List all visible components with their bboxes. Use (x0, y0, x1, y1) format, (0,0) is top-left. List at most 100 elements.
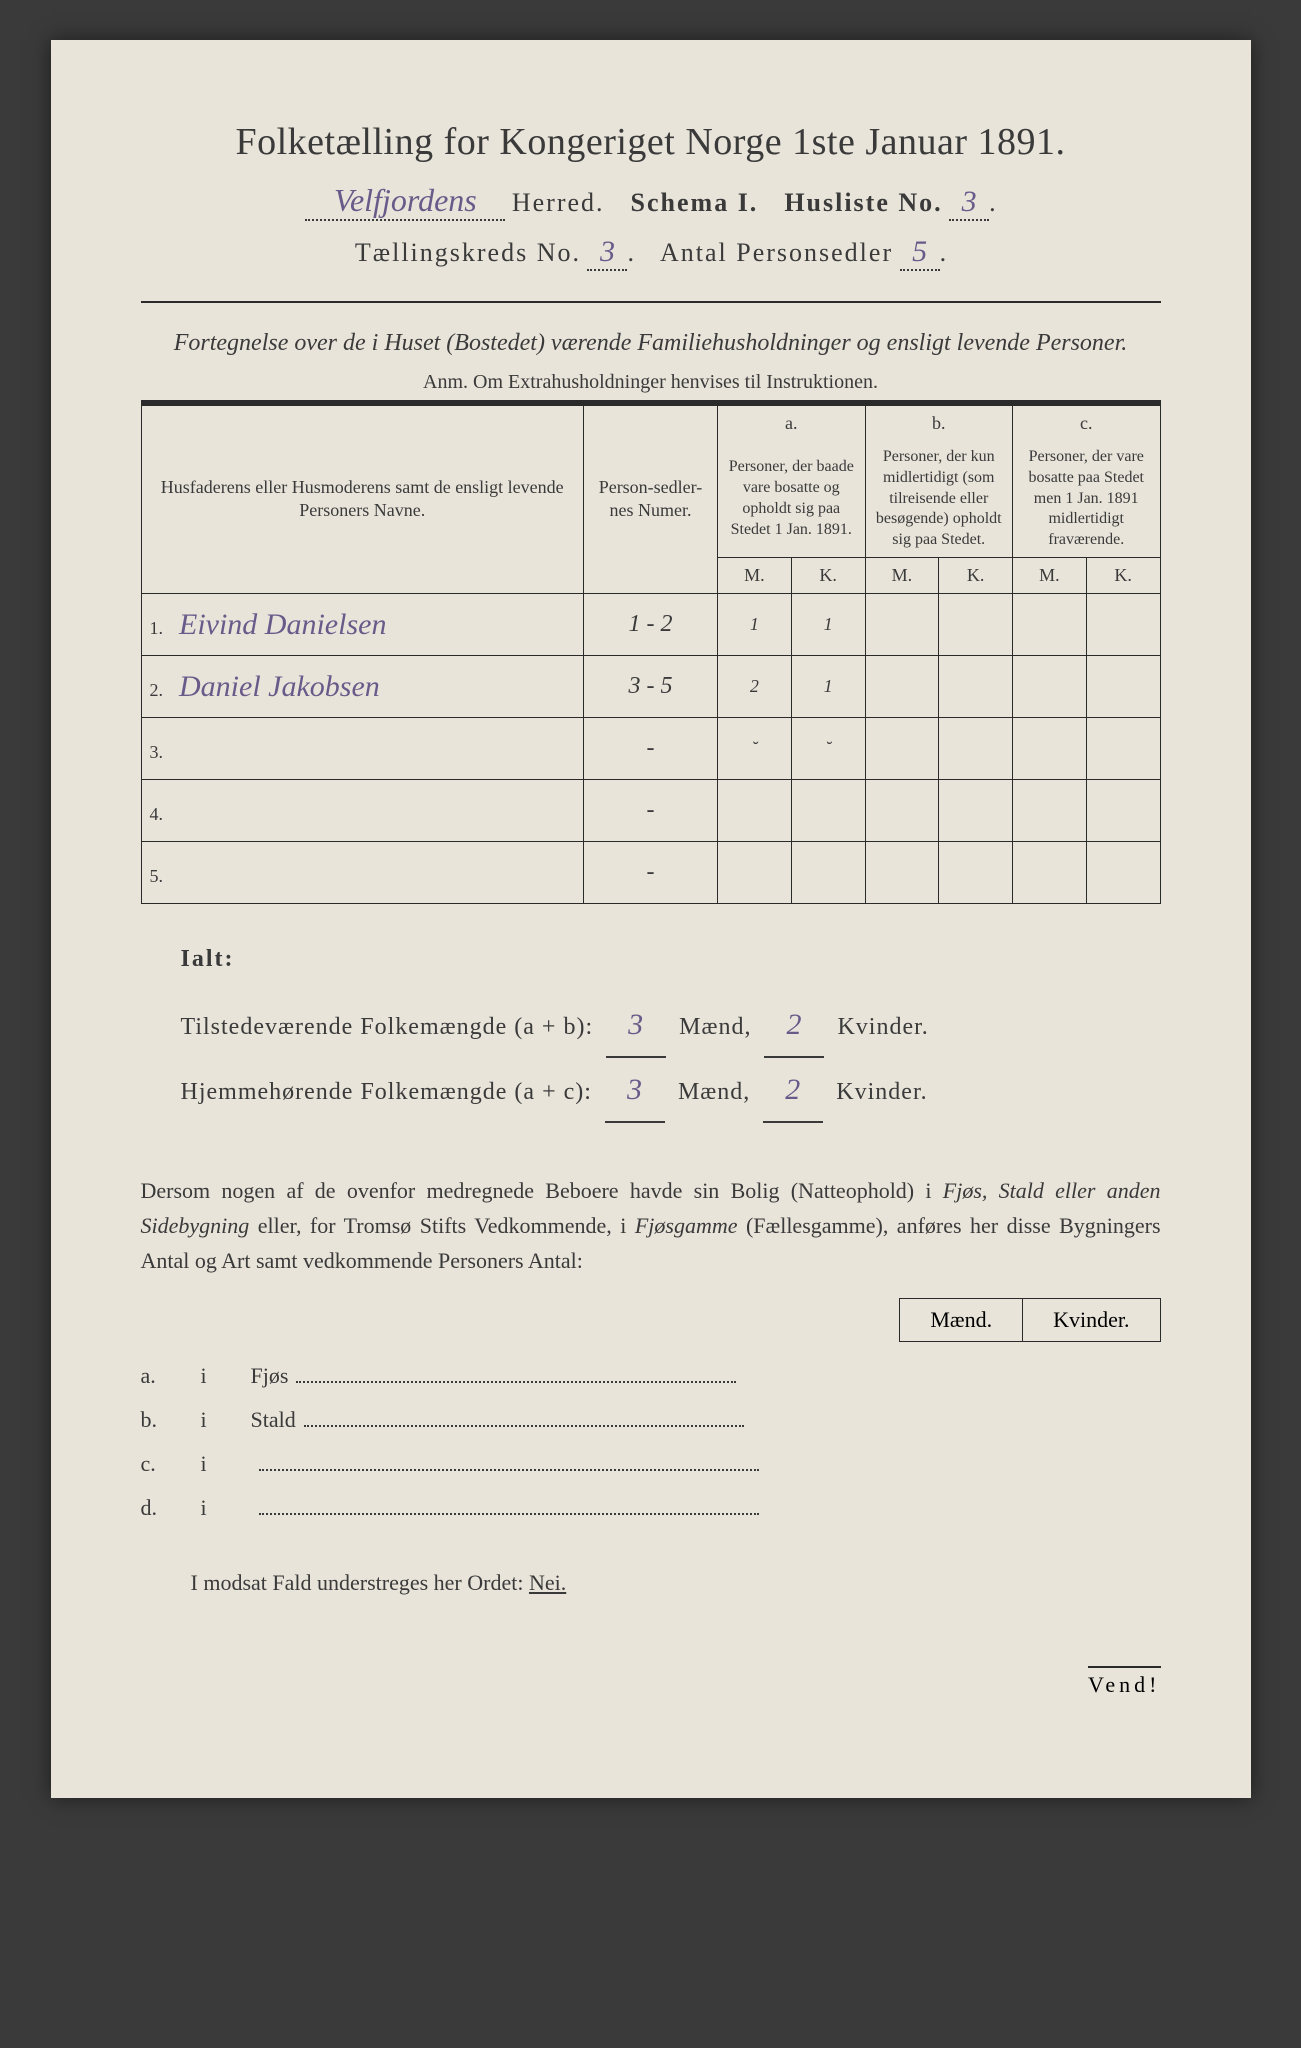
row-number: 5. (150, 866, 172, 887)
list-b-i: i (201, 1398, 251, 1442)
row-cell-bk (939, 594, 1013, 656)
row-cell-ak: 1 (791, 656, 865, 718)
row-cell-bk (939, 718, 1013, 780)
row-cell-psn: 1 - 2 (583, 594, 717, 656)
row-cell-ak (791, 842, 865, 904)
row-cell-ck (1086, 780, 1160, 842)
modsat-nei: Nei. (529, 1570, 566, 1595)
row-name-cell: 4. (141, 780, 583, 842)
row-cell-ak: ˘ (791, 718, 865, 780)
row-number: 1. (150, 618, 172, 639)
row-number: 2. (150, 680, 172, 701)
row-cell-bk (939, 780, 1013, 842)
tkreds-no: 3 (587, 235, 627, 271)
ialt-line2-m: 3 (605, 1058, 665, 1123)
list-b-prefix: b. (141, 1398, 201, 1442)
col-a-letter: a. (718, 405, 865, 441)
row-cell-ck (1086, 842, 1160, 904)
list-item-d: d. i (141, 1486, 1161, 1530)
dersom-t2: eller, for Tromsø Stifts Vedkommende, i (249, 1213, 635, 1238)
row-number: 4. (150, 804, 172, 825)
row-cell-bm (865, 842, 939, 904)
personsedler-no: 5 (900, 235, 940, 271)
row-cell-cm (1012, 656, 1086, 718)
row-cell-psn: 3 - 5 (583, 656, 717, 718)
kvinder-label: Kvinder. (837, 1014, 928, 1040)
maend-label-2: Mænd, (678, 1079, 750, 1105)
row-cell-am: 1 (718, 594, 792, 656)
divider (141, 301, 1161, 303)
ialt-line1-label: Tilstedeværende Folkemængde (a + b): (181, 1014, 594, 1040)
col-header-names: Husfaderens eller Husmoderens samt de en… (141, 405, 583, 594)
mk-maend: Mænd. (899, 1298, 1022, 1342)
dersom-paragraph: Dersom nogen af de ovenfor medregnede Be… (141, 1173, 1161, 1279)
col-header-psn: Person-sedler-nes Numer. (583, 405, 717, 594)
row-name-cell: 3. (141, 718, 583, 780)
list-a-dots (296, 1361, 736, 1383)
census-table: Husfaderens eller Husmoderens samt de en… (141, 405, 1161, 905)
row-cell-bk (939, 656, 1013, 718)
row-cell-psn: - (583, 718, 717, 780)
list-b-label: Stald (251, 1398, 296, 1442)
row-cell-cm (1012, 780, 1086, 842)
row-cell-am (718, 780, 792, 842)
totals-section: Ialt: Tilstedeværende Folkemængde (a + b… (141, 934, 1161, 1122)
subtitle: Fortegnelse over de i Huset (Bostedet) v… (141, 327, 1161, 361)
list-a-prefix: a. (141, 1354, 201, 1398)
row-cell-ck (1086, 718, 1160, 780)
table-row: 1. Eivind Danielsen1 - 211 (141, 594, 1160, 656)
col-b-letter: b. (865, 405, 1012, 441)
list-item-c: c. i (141, 1442, 1161, 1486)
ialt-line-2: Hjemmehørende Folkemængde (a + c): 3 Mæn… (181, 1058, 1161, 1123)
row-cell-cm (1012, 594, 1086, 656)
row-cell-bm (865, 718, 939, 780)
schema-label: Schema I. (631, 188, 759, 217)
modsat-line: I modsat Fald understreges her Ordet: Ne… (141, 1570, 1161, 1596)
maend-label: Mænd, (679, 1014, 751, 1040)
vend-label: Vend! (1088, 1666, 1161, 1698)
row-cell-ck (1086, 656, 1160, 718)
anm-note: Anm. Om Extrahusholdninger henvises til … (141, 371, 1161, 394)
col-b-m: M. (865, 557, 939, 593)
row-cell-psn: - (583, 842, 717, 904)
census-form-page: Folketælling for Kongeriget Norge 1ste J… (51, 40, 1251, 1798)
col-c-k: K. (1086, 557, 1160, 593)
row-cell-ak (791, 780, 865, 842)
col-a-k: K. (791, 557, 865, 593)
mk-header: Mænd. Kvinder. (141, 1298, 1161, 1342)
row-person-name: Eivind Danielsen (172, 608, 387, 641)
list-d-i: i (201, 1486, 251, 1530)
mk-kvinder: Kvinder. (1022, 1298, 1160, 1342)
row-cell-am: ˘ (718, 718, 792, 780)
col-c-m: M. (1012, 557, 1086, 593)
husliste-no: 3 (949, 185, 989, 221)
list-item-a: a. i Fjøs (141, 1354, 1161, 1398)
herred-value: Velfjordens (305, 182, 505, 221)
personsedler-label: Antal Personsedler (660, 238, 893, 267)
col-a-m: M. (718, 557, 792, 593)
list-a-i: i (201, 1354, 251, 1398)
row-cell-bm (865, 780, 939, 842)
row-cell-psn: - (583, 780, 717, 842)
list-a-label: Fjøs (251, 1354, 289, 1398)
ialt-line2-label: Hjemmehørende Folkemængde (a + c): (181, 1079, 592, 1105)
husliste-label: Husliste No. (784, 188, 942, 217)
row-cell-cm (1012, 842, 1086, 904)
building-list: a. i Fjøs b. i Stald c. i d. i (141, 1354, 1161, 1530)
table-row: 5. - (141, 842, 1160, 904)
row-cell-am (718, 842, 792, 904)
list-b-dots (304, 1405, 744, 1427)
row-person-name: Daniel Jakobsen (172, 670, 380, 703)
row-cell-cm (1012, 718, 1086, 780)
ialt-label: Ialt: (181, 934, 1161, 984)
col-b-desc: Personer, der kun midlertidigt (som tilr… (865, 441, 1012, 557)
col-b-k: K. (939, 557, 1013, 593)
col-c-desc: Personer, der vare bosatte paa Stedet me… (1012, 441, 1160, 557)
row-cell-bk (939, 842, 1013, 904)
row-number: 3. (150, 742, 172, 763)
list-c-i: i (201, 1442, 251, 1486)
table-row: 2. Daniel Jakobsen3 - 521 (141, 656, 1160, 718)
table-row: 3. -˘˘ (141, 718, 1160, 780)
list-d-prefix: d. (141, 1486, 201, 1530)
ialt-line2-k: 2 (763, 1058, 823, 1123)
